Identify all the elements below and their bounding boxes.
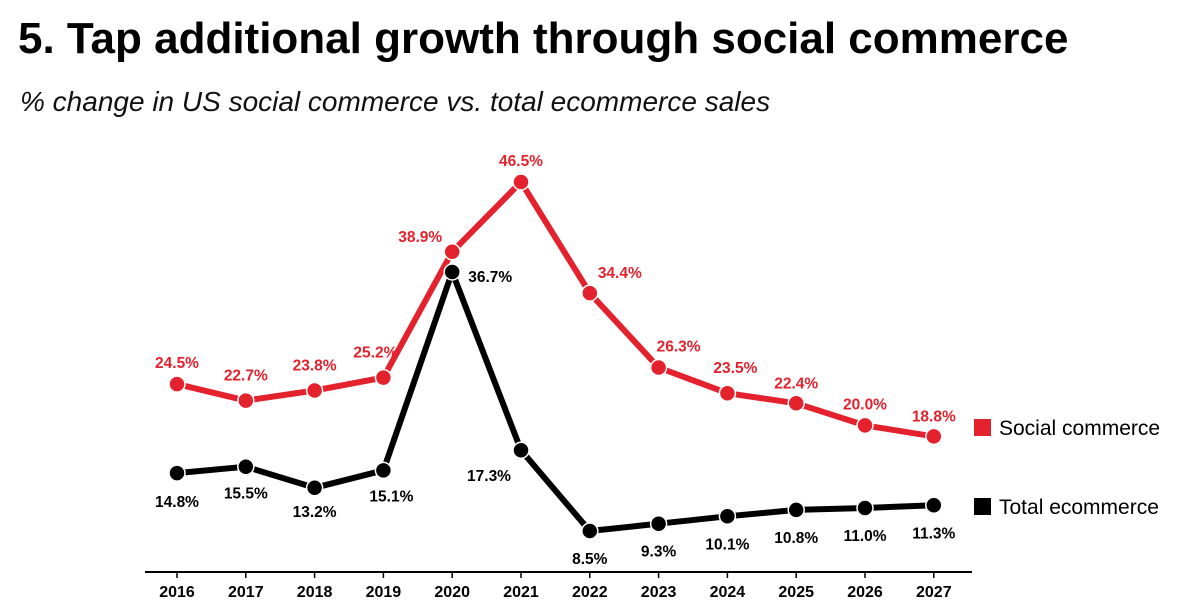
social-commerce-point [374,368,393,387]
social-commerce-point [718,384,737,402]
social-commerce-data-label: 25.2% [353,345,397,362]
social-commerce-data-label: 38.9% [398,229,442,246]
social-commerce-series-line [174,179,937,440]
x-tick-label: 2027 [916,584,952,601]
total-ecommerce-data-label: 13.2% [293,504,337,521]
total-ecommerce-point [168,464,186,482]
total-ecommerce-data-label: 17.3% [467,468,511,485]
total-ecommerce-data-label: 36.7% [468,269,512,286]
total-ecommerce-data-label: 14.8% [155,494,199,511]
total-ecommerce-legend-swatch [974,498,991,515]
x-tick-label: 2023 [641,584,677,601]
x-tick-label: 2025 [778,584,814,601]
social-commerce-data-label: 34.4% [598,265,642,282]
social-commerce-data-label: 26.3% [657,339,701,356]
total-ecommerce-legend-label: Total ecommerce [999,496,1159,519]
total-ecommerce-series-line [174,269,937,534]
total-ecommerce-point [374,461,393,480]
social-commerce-legend-label: Social commerce [999,417,1160,440]
x-axis: 2016 2017 2018 2019 2020 2021 2022 2023 2024 2025… [145,571,972,601]
total-ecommerce-data-label: 10.1% [705,536,749,553]
social-commerce-data-label: 22.4% [774,375,818,392]
social-commerce-data-label: 46.5% [499,153,543,170]
social-commerce-data-label: 23.5% [713,360,757,377]
x-tick-label: 2020 [434,584,470,601]
legend: Social commerce Total ecommerce [974,417,1160,519]
social-commerce-data-label: 20.0% [843,396,887,413]
social-commerce-point [443,243,461,261]
social-commerce-point [168,375,186,393]
x-tick-label: 2024 [710,584,746,601]
total-ecommerce-data-label: 11.0% [843,528,886,545]
total-ecommerce-data-label: 15.5% [224,486,268,503]
x-tick-label: 2017 [228,584,264,601]
social-commerce-point [925,427,943,446]
social-commerce-data-label: 18.8% [912,408,956,425]
x-tick-label: 2021 [503,584,539,601]
social-commerce-legend-swatch [974,419,991,436]
total-ecommerce-data-label: 9.3% [641,544,677,561]
x-tick-label: 2022 [572,584,608,601]
x-tick-label: 2026 [847,584,883,601]
chart-title: 5. Tap additional growth through social … [18,14,1069,63]
total-ecommerce-point [512,441,530,459]
total-ecommerce-point [925,496,943,515]
series-layer [168,173,943,540]
total-ecommerce-data-label: 10.8% [774,530,818,547]
social-commerce-point [581,284,599,302]
total-ecommerce-point [649,514,668,533]
total-ecommerce-point [856,499,874,517]
social-commerce-point [237,391,255,410]
total-ecommerce-point [443,263,461,281]
social-commerce-point [512,173,530,191]
x-tick-label: 2019 [366,584,402,601]
social-commerce-data-label: 23.8% [293,358,337,375]
total-ecommerce-point [718,507,737,526]
total-ecommerce-data-label: 11.3% [912,525,955,542]
total-ecommerce-point [237,457,255,476]
social-commerce-data-label: 22.7% [224,368,268,385]
x-tick-label: 2018 [297,584,333,601]
social-commerce-point [649,358,668,377]
social-commerce-point [856,416,874,435]
total-ecommerce-point [305,479,324,497]
total-ecommerce-data-label: 8.5% [572,551,608,568]
social-commerce-data-label: 24.5% [155,355,199,372]
data-labels: 24.5% 22.7% 23.8% 25.2% 38.9% 46.5% 34.4% 26.3%… [155,153,956,568]
social-commerce-point [305,381,324,400]
total-ecommerce-data-label: 15.1% [369,488,413,505]
x-tick-label: 2016 [159,584,195,601]
chart-subtitle: % change in US social commerce vs. total… [20,86,771,117]
social-commerce-point [787,394,805,413]
total-ecommerce-point [787,501,805,519]
total-ecommerce-point [581,522,599,540]
